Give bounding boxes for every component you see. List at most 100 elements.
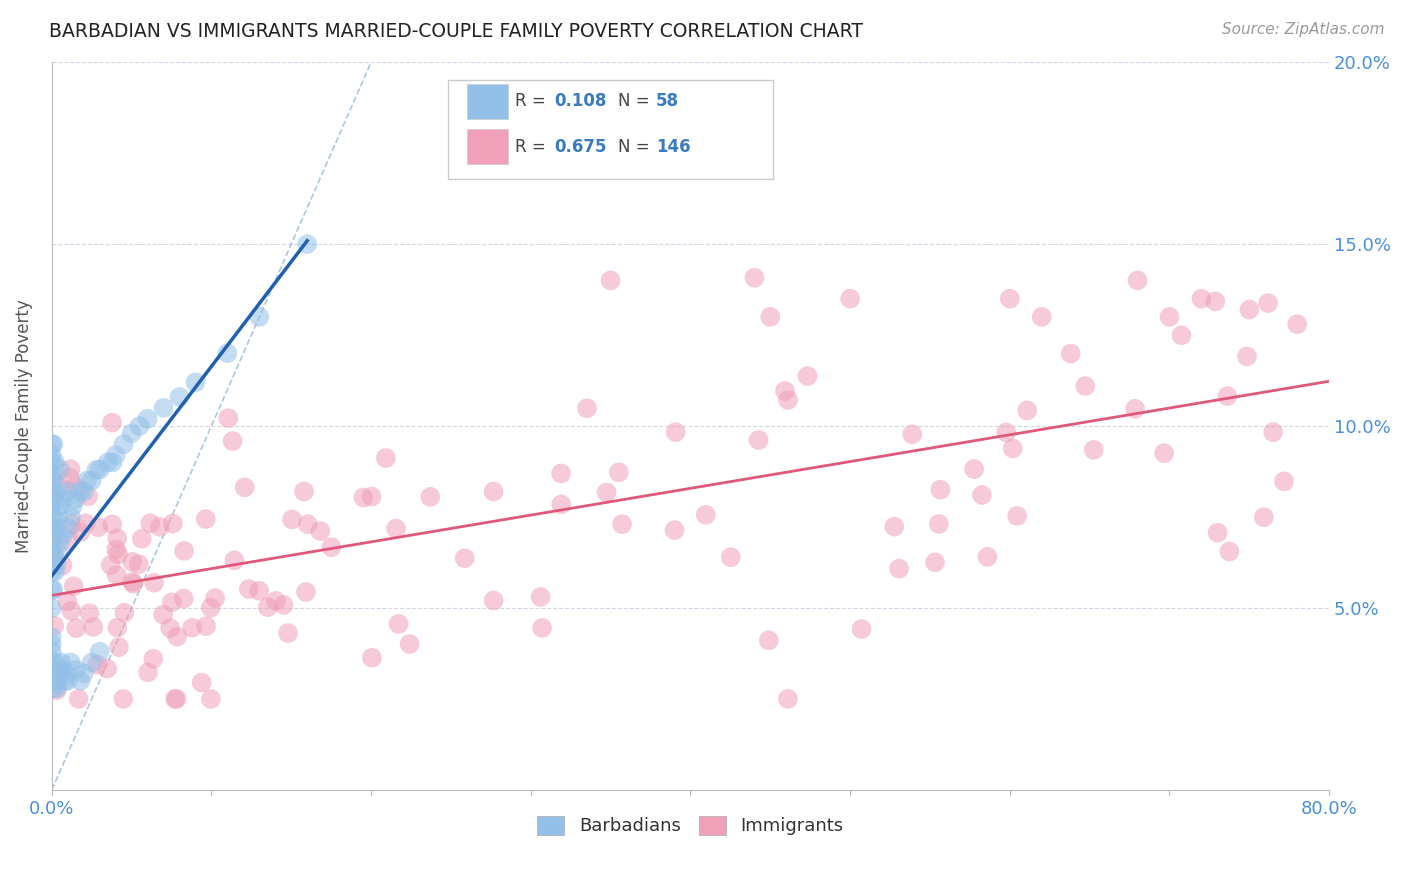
Point: [1257, 296, 1279, 310]
Point: [44, 491, 66, 506]
Point: [1189, 292, 1212, 306]
Point: [281, 512, 304, 526]
Point: [121, 426, 143, 441]
Point: [45, 521, 67, 535]
Point: [482, 593, 505, 607]
Point: [62, 579, 84, 593]
Point: [67, 692, 90, 706]
Point: [105, 568, 128, 582]
Point: [233, 480, 256, 494]
Point: [60, 517, 83, 532]
Point: [41, 645, 63, 659]
Point: [45, 666, 67, 681]
Point: [44, 528, 66, 542]
Point: [173, 544, 195, 558]
Point: [217, 346, 239, 360]
Point: [181, 621, 204, 635]
Point: [204, 591, 226, 605]
Point: [595, 485, 617, 500]
Point: [62, 499, 84, 513]
Point: [55, 666, 77, 681]
Point: [664, 523, 686, 537]
Point: [80, 656, 103, 670]
Point: [73, 666, 96, 681]
Point: [51, 481, 73, 495]
Point: [42, 474, 65, 488]
Point: [883, 519, 905, 533]
Point: [41, 455, 63, 469]
Point: [1074, 379, 1097, 393]
Point: [184, 376, 207, 390]
Point: [112, 437, 135, 451]
Point: [41, 437, 63, 451]
Point: [105, 531, 128, 545]
Point: [610, 517, 633, 532]
Point: [1017, 403, 1039, 417]
Point: [998, 292, 1021, 306]
Point: [599, 273, 621, 287]
Point: [48, 535, 70, 549]
Point: [42, 437, 65, 451]
Point: [108, 640, 131, 655]
Point: [361, 650, 384, 665]
Point: [195, 619, 218, 633]
Point: [41, 637, 63, 651]
Point: [1059, 346, 1081, 360]
Point: [776, 392, 799, 407]
Text: 146: 146: [657, 137, 690, 155]
Point: [42, 663, 65, 677]
Point: [295, 585, 318, 599]
Point: [273, 598, 295, 612]
Point: [56, 484, 79, 499]
Point: [105, 542, 128, 557]
Point: [41, 521, 63, 535]
Point: [292, 484, 315, 499]
Point: [59, 462, 82, 476]
Point: [773, 384, 796, 398]
Point: [851, 622, 873, 636]
Point: [152, 401, 174, 415]
FancyBboxPatch shape: [467, 129, 508, 164]
Point: [1170, 328, 1192, 343]
Point: [695, 508, 717, 522]
Point: [96, 662, 118, 676]
Point: [89, 645, 111, 659]
Point: [194, 512, 217, 526]
Text: 0.108: 0.108: [554, 92, 606, 110]
Point: [166, 692, 188, 706]
Point: [44, 565, 66, 579]
Point: [41, 510, 63, 524]
Point: [160, 595, 183, 609]
Point: [398, 637, 420, 651]
Point: [42, 582, 65, 597]
Point: [65, 663, 87, 677]
Point: [247, 583, 270, 598]
Point: [112, 692, 135, 706]
Point: [121, 574, 143, 589]
Point: [297, 237, 319, 252]
Point: [963, 462, 986, 476]
Point: [419, 490, 441, 504]
Point: [48, 463, 70, 477]
Point: [52, 491, 75, 506]
Point: [52, 528, 75, 542]
Text: N =: N =: [617, 92, 655, 110]
Point: [69, 484, 91, 499]
Point: [79, 606, 101, 620]
Point: [224, 553, 246, 567]
Point: [1083, 442, 1105, 457]
Point: [86, 463, 108, 477]
Point: [159, 621, 181, 635]
Point: [41, 448, 63, 462]
Point: [128, 558, 150, 572]
Point: [76, 474, 98, 488]
Point: [901, 427, 924, 442]
Point: [44, 618, 66, 632]
Point: [77, 489, 100, 503]
Point: [52, 663, 75, 677]
Point: [101, 416, 124, 430]
Point: [309, 524, 332, 538]
Point: [75, 516, 97, 531]
Point: [44, 673, 66, 688]
Point: [53, 673, 76, 688]
